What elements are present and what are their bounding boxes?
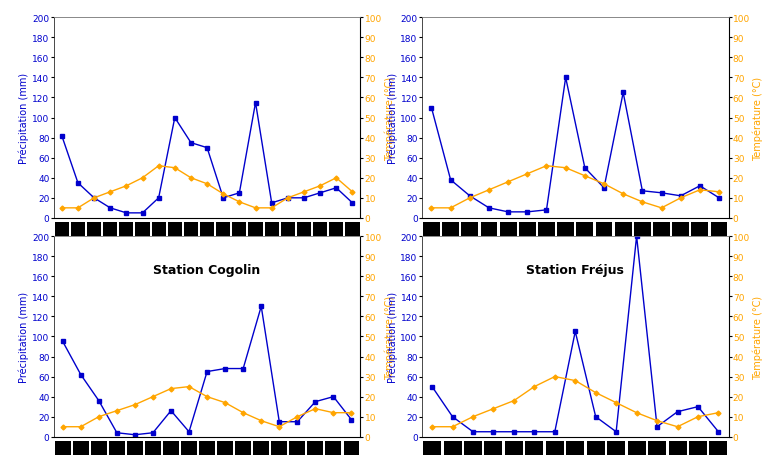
Bar — [442, 222, 459, 244]
Bar — [127, 441, 143, 455]
Bar — [152, 222, 166, 244]
Bar — [615, 222, 632, 244]
Bar — [265, 222, 278, 244]
Bar — [217, 441, 233, 455]
Bar — [272, 441, 287, 455]
Bar — [119, 222, 133, 244]
Y-axis label: Température (°C): Température (°C) — [385, 76, 395, 160]
Bar — [145, 441, 161, 455]
Bar — [136, 222, 150, 244]
Bar — [91, 441, 107, 455]
Y-axis label: Précipitation (mm): Précipitation (mm) — [19, 73, 29, 164]
Bar — [216, 222, 230, 244]
Bar — [587, 441, 604, 455]
Bar — [329, 222, 344, 244]
Bar — [480, 222, 498, 244]
Bar — [634, 222, 650, 244]
Bar — [345, 222, 360, 244]
Bar — [184, 222, 198, 244]
Bar — [485, 441, 502, 455]
Bar — [297, 222, 311, 244]
Bar — [163, 441, 179, 455]
Bar — [546, 441, 564, 455]
Bar — [538, 222, 555, 244]
Bar — [607, 441, 625, 455]
Bar — [281, 222, 295, 244]
Bar — [87, 222, 101, 244]
Bar — [525, 441, 543, 455]
Y-axis label: Température (°C): Température (°C) — [753, 76, 763, 160]
Text: Station Cogolin: Station Cogolin — [153, 264, 261, 277]
Bar — [313, 222, 328, 244]
Bar — [566, 441, 584, 455]
Bar — [627, 441, 646, 455]
Bar — [325, 441, 341, 455]
Bar — [709, 441, 727, 455]
Bar — [462, 222, 479, 244]
Y-axis label: Précipitation (mm): Précipitation (mm) — [387, 291, 397, 382]
Y-axis label: Température (°C): Température (°C) — [385, 295, 395, 379]
Text: Station Fréjus: Station Fréjus — [526, 264, 624, 277]
Y-axis label: Précipitation (mm): Précipitation (mm) — [19, 291, 29, 382]
Bar — [653, 222, 670, 244]
Bar — [500, 222, 517, 244]
Bar — [200, 222, 214, 244]
Bar — [73, 441, 89, 455]
Bar — [595, 222, 613, 244]
Bar — [518, 222, 535, 244]
Bar — [577, 222, 594, 244]
Bar — [344, 441, 360, 455]
Bar — [232, 222, 246, 244]
Y-axis label: Température (°C): Température (°C) — [753, 295, 763, 379]
Bar — [109, 441, 125, 455]
Bar — [249, 222, 262, 244]
Bar — [689, 441, 707, 455]
Bar — [103, 222, 117, 244]
Bar — [464, 441, 482, 455]
Bar — [423, 441, 441, 455]
Bar — [443, 441, 462, 455]
Bar — [199, 441, 215, 455]
Bar — [54, 222, 69, 244]
Bar — [505, 441, 523, 455]
Bar — [253, 441, 269, 455]
Bar — [692, 222, 709, 244]
Bar — [669, 441, 686, 455]
Bar — [235, 441, 251, 455]
Bar — [168, 222, 182, 244]
Y-axis label: Précipitation (mm): Précipitation (mm) — [387, 73, 397, 164]
Bar — [648, 441, 666, 455]
Bar — [54, 441, 71, 455]
Bar — [181, 441, 197, 455]
Bar — [672, 222, 690, 244]
Bar — [711, 222, 728, 244]
Bar — [308, 441, 324, 455]
Bar — [557, 222, 574, 244]
Bar — [423, 222, 440, 244]
Bar — [71, 222, 85, 244]
Bar — [289, 441, 305, 455]
